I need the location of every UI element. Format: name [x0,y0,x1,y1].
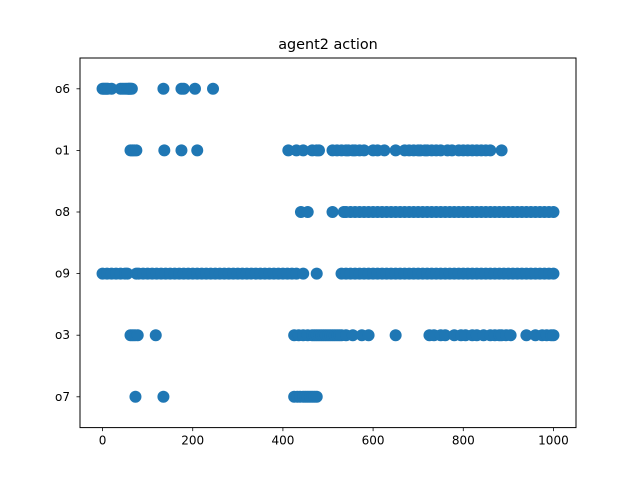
point-o7 [310,390,323,403]
point-o6 [125,82,138,95]
point-o1 [191,144,204,157]
point-o6 [207,82,220,95]
point-o3 [439,329,452,342]
point-o1 [378,144,391,157]
point-o3 [389,329,402,342]
point-o9 [547,267,560,280]
x-tick-label: 0 [99,434,107,448]
point-o9 [121,267,134,280]
point-o8 [326,206,339,218]
x-tick-label: 200 [181,434,204,448]
point-o6 [105,82,118,95]
y-tick-label: o1 [55,143,70,157]
plot-frame [79,57,577,429]
point-o8 [547,206,560,218]
axes: 0 200 400 600 800 1000 o7 o3 o9 o8 o1 o6 [55,82,569,448]
point-o7 [157,390,170,403]
point-o1 [158,144,171,157]
point-o6 [157,82,170,95]
point-o1 [297,144,310,157]
data-points [96,82,560,403]
x-tick-label: 600 [362,434,385,448]
point-o9 [297,267,310,280]
point-o1 [495,144,508,157]
y-tick-label: o9 [55,267,70,281]
x-tick-label: 800 [452,434,475,448]
point-o7 [129,390,142,403]
y-tick-label: o8 [55,205,70,219]
point-o3 [362,329,375,342]
point-o3 [547,329,560,342]
point-o1 [389,144,402,157]
point-o3 [520,329,533,342]
point-o9 [310,267,323,280]
point-o3 [131,329,144,342]
x-tick-label: 1000 [538,434,569,448]
x-tick-label: 400 [271,434,294,448]
y-tick-label: o7 [55,390,70,404]
chart-title: agent2 action [278,37,378,53]
point-o3 [504,329,517,342]
point-o1 [312,144,325,157]
point-o8 [301,206,314,218]
y-tick-label: o3 [55,328,70,342]
point-o1 [484,144,497,157]
point-o3 [149,329,162,342]
point-o1 [358,144,371,157]
point-o1 [175,144,188,157]
y-tick-label: o6 [55,82,70,96]
point-o3 [346,329,359,342]
point-o6 [188,82,201,95]
point-o6 [177,82,190,95]
point-o1 [130,144,143,157]
